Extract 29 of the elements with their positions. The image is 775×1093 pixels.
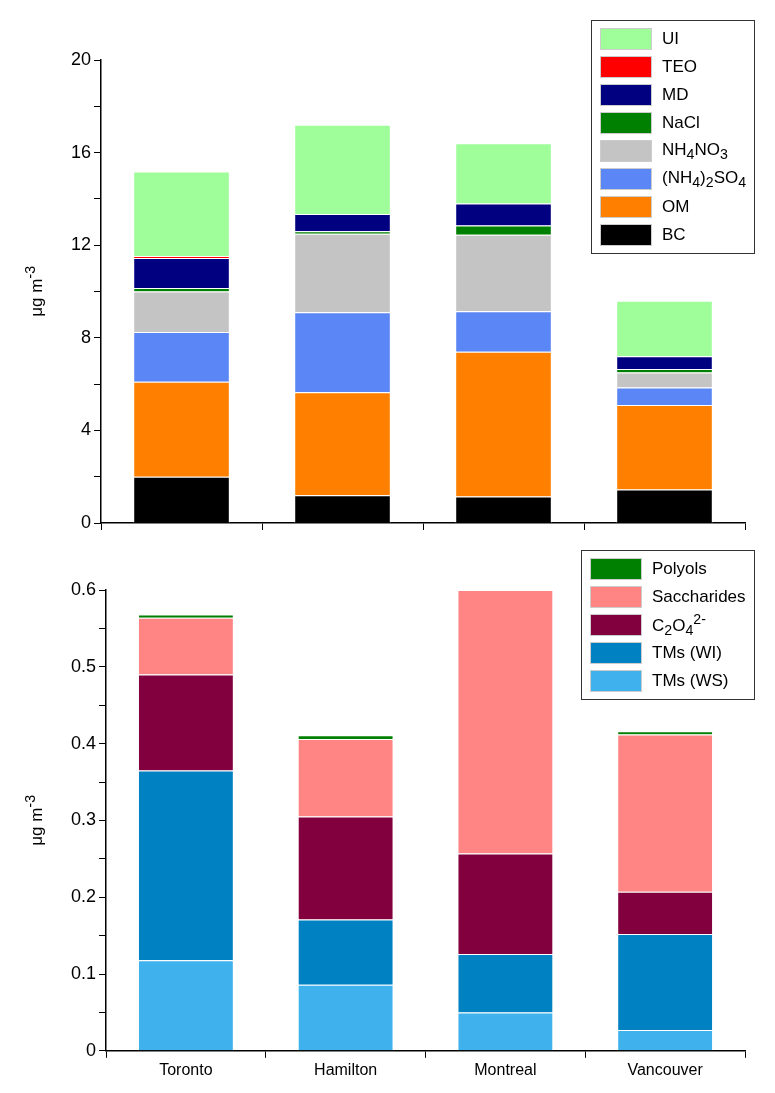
y-tick-label: 20 bbox=[70, 48, 92, 69]
y-tick-label: 8 bbox=[81, 326, 92, 347]
legend-label: UI bbox=[662, 29, 679, 49]
y-tick-label: 16 bbox=[70, 141, 92, 162]
y-tick-label: 0 bbox=[81, 511, 92, 532]
y-tick-label: 12 bbox=[70, 234, 92, 255]
y-tick-label: 0.6 bbox=[70, 578, 97, 599]
y-tick-label: 4 bbox=[81, 419, 92, 440]
x-tick-label: Vancouver bbox=[627, 1060, 704, 1078]
legend-label: TMs (WI) bbox=[652, 643, 722, 663]
legend-label: MD bbox=[662, 85, 689, 105]
legend-label: BC bbox=[662, 225, 686, 245]
legend-label: TMs (WS) bbox=[652, 671, 729, 691]
y-tick-label: 0.1 bbox=[70, 962, 97, 983]
legend-label: OM bbox=[662, 197, 690, 217]
y-tick-label: 0.5 bbox=[70, 655, 97, 676]
x-tick-label: Montreal bbox=[474, 1060, 537, 1078]
legend-label: TEO bbox=[662, 57, 697, 77]
y-tick-label: 0.2 bbox=[70, 886, 97, 907]
legend-label: Polyols bbox=[652, 559, 707, 579]
x-tick-label: Toronto bbox=[159, 1060, 213, 1078]
y-tick-label: 0.4 bbox=[70, 732, 97, 753]
y-tick-label: 0.3 bbox=[70, 809, 97, 830]
y-tick-label: 0 bbox=[86, 1039, 97, 1060]
legend-label: NaCl bbox=[662, 113, 700, 133]
legend-label: Saccharides bbox=[652, 587, 746, 607]
x-tick-label: Hamilton bbox=[314, 1060, 378, 1078]
legend-label: (NH$_{4}$)$_{2}$SO$_{4}$ bbox=[662, 167, 747, 191]
legend-label: NH$_{4}$NO$_{3}$ bbox=[662, 139, 728, 163]
